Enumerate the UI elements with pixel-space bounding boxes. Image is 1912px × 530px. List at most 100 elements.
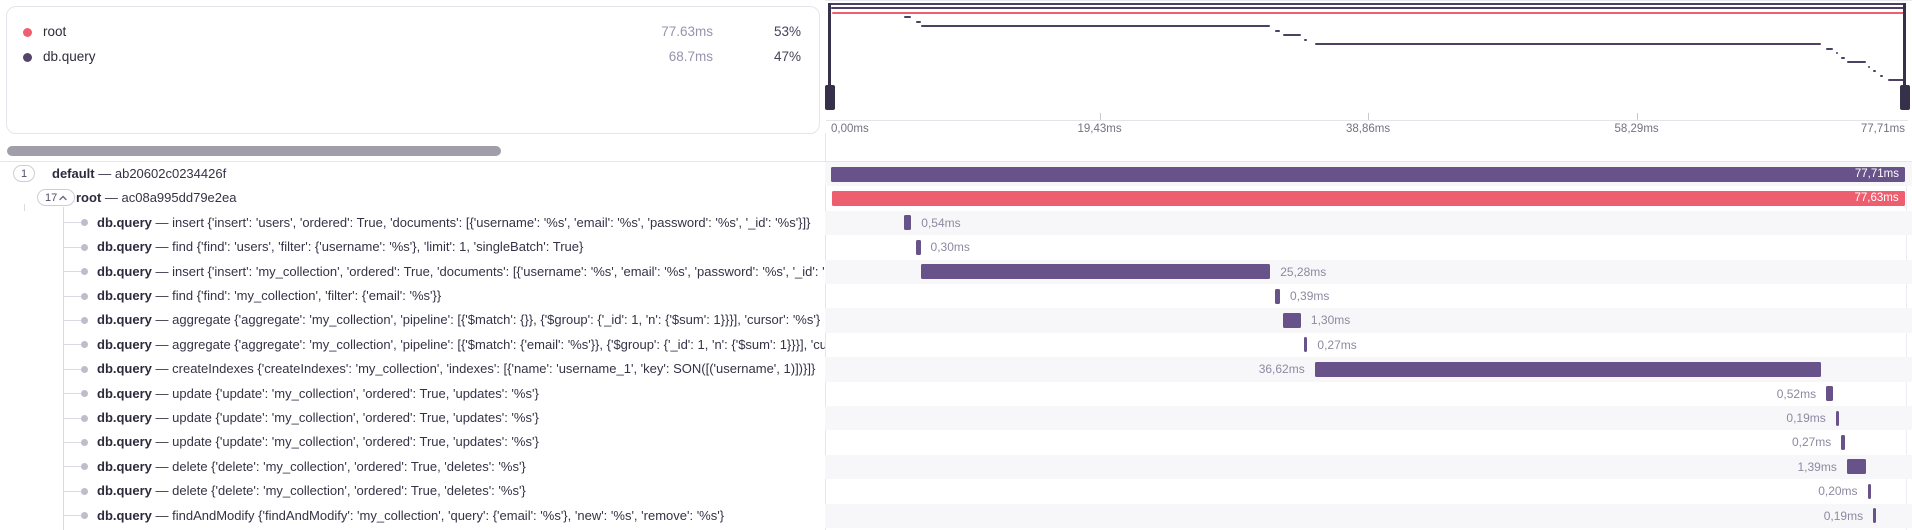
table-row[interactable]: 0,39ms db.query — find {'find': 'my_colle…	[0, 284, 1912, 308]
waterfall-bar[interactable]	[1867, 483, 1871, 499]
table-row[interactable]: 1,39ms db.query — delete {'delete': 'my_c…	[0, 454, 1912, 480]
waterfall-row: 0,20ms	[825, 479, 1912, 503]
waterfall-bar[interactable]	[903, 215, 912, 231]
waterfall-bar[interactable]	[1846, 459, 1867, 475]
children-count-badge[interactable]: 1	[13, 165, 36, 182]
waterfall-row: 0,27ms	[825, 430, 1912, 454]
table-row[interactable]: 25,28ms db.query — insert {'insert': 'my_…	[0, 259, 1912, 284]
waterfall-bar[interactable]: 77,71ms	[831, 166, 1905, 182]
table-row[interactable]: 0,27ms db.query — aggregate {'aggregate':…	[0, 333, 1912, 357]
brush-right-grip-icon[interactable]	[1899, 85, 1910, 110]
span-bullet-icon	[81, 341, 88, 349]
legend-item-label: db.query	[43, 49, 96, 64]
span-name: db.query	[97, 458, 152, 474]
tree-connector-line	[63, 442, 81, 444]
tree-connector-line	[63, 222, 81, 224]
span-bullet-icon	[81, 414, 88, 422]
duration-label: 25,28ms	[1280, 264, 1327, 279]
tree-connector-line	[24, 204, 38, 211]
chevron-up-icon	[59, 195, 67, 201]
waterfall-bar[interactable]	[1841, 434, 1845, 450]
table-row[interactable]: 36,62ms db.query — createIndexes {'create…	[0, 357, 1912, 382]
minimap-span-line	[903, 16, 912, 18]
span-detail: findAndModify {'findAndModify': 'my_coll…	[172, 507, 725, 523]
span-tree-cell: db.query — delete {'delete': 'my_collect…	[0, 479, 825, 503]
span-detail: createIndexes {'createIndexes': 'my_coll…	[172, 361, 816, 377]
duration-label: 1,30ms	[1310, 313, 1351, 328]
waterfall-row: 1,30ms	[825, 308, 1912, 333]
table-row[interactable]: 0,27ms db.query — update {'update': 'my_c…	[0, 430, 1912, 454]
waterfall-row: 25,28ms	[825, 259, 1912, 284]
waterfall-bar[interactable]	[920, 264, 1271, 280]
span-bullet-icon	[81, 365, 88, 373]
span-name: default	[52, 166, 95, 181]
waterfall-row: 36,62ms	[825, 357, 1912, 382]
minimap-span-line	[1867, 65, 1871, 68]
span-detail: insert {'insert': 'users', 'ordered': Tr…	[172, 214, 811, 230]
span-tree-cell: 1 default — ab20602c0234426f	[0, 162, 825, 186]
table-row[interactable]: 77,71ms 1 default — ab20602c0234426f	[0, 162, 1912, 187]
span-tree-cell: db.query — insert {'insert': 'my_collect…	[0, 260, 825, 284]
timeline-minimap[interactable]	[824, 0, 1912, 113]
span-title: db.query — find {'find': 'users', 'filte…	[97, 239, 584, 255]
waterfall-bar[interactable]	[1873, 508, 1877, 524]
table-row[interactable]: 77,63ms 17 root — ac08a995dd79e2ea	[0, 186, 1912, 211]
waterfall-bar[interactable]	[1282, 312, 1301, 328]
axis-tick-label: 0,00ms	[831, 123, 869, 135]
table-row[interactable]: 1,30ms db.query — aggregate {'aggregate':…	[0, 308, 1912, 333]
minimap-span-line	[1274, 29, 1281, 32]
axis-tick-label: 19,43ms	[1077, 123, 1122, 135]
waterfall-bar[interactable]	[1274, 288, 1281, 304]
span-detail: aggregate {'aggregate': 'my_collection',…	[172, 312, 821, 328]
waterfall-bar[interactable]	[916, 239, 921, 255]
legend-item-duration: 77.63ms	[661, 24, 713, 39]
table-row[interactable]: 0,19ms db.query — findAndModify {'findAnd…	[0, 503, 1912, 528]
duration-label: 77,63ms	[1854, 192, 1899, 205]
table-row[interactable]: 0,54ms db.query — insert {'insert': 'user…	[0, 210, 1912, 236]
waterfall-bar[interactable]	[1826, 386, 1834, 402]
span-name: db.query	[97, 214, 152, 230]
waterfall-row: 77,71ms	[825, 162, 1912, 187]
waterfall-row: 1,39ms	[825, 454, 1912, 480]
duration-label: 0,30ms	[930, 240, 970, 255]
waterfall-bar[interactable]	[1303, 337, 1308, 353]
duration-label: 0,52ms	[1776, 386, 1817, 401]
horizontal-scrollbar-thumb[interactable]	[7, 146, 501, 156]
span-bullet-icon	[81, 316, 88, 324]
waterfall-row: 0,52ms	[825, 382, 1912, 406]
span-title: db.query — aggregate {'aggregate': 'my_c…	[97, 312, 821, 328]
waterfall-bar[interactable]	[1835, 410, 1839, 426]
table-row[interactable]: 0,20ms db.query — delete {'delete': 'my_c…	[0, 479, 1912, 503]
minimap-span-line	[1888, 79, 1905, 81]
brush-right-handle[interactable]	[1903, 3, 1906, 91]
minimap-span-line	[1282, 34, 1301, 36]
table-row[interactable]: 0,19ms db.query — update {'update': 'my_c…	[0, 406, 1912, 431]
table-row[interactable]: 0,30ms db.query — find {'find': 'users', …	[0, 235, 1912, 259]
legend-item-percent: 47%	[773, 49, 801, 64]
span-name: db.query	[97, 434, 152, 450]
minimap-span-line	[831, 11, 1905, 14]
tree-connector-line	[63, 417, 81, 419]
brush-left-grip-icon[interactable]	[824, 85, 835, 110]
span-tree-cell: db.query — update {'update': 'my_collect…	[0, 382, 825, 406]
tree-trunk-line	[63, 207, 64, 530]
span-bullet-icon	[81, 268, 88, 276]
span-detail: find {'find': 'users', 'filter': {'usern…	[172, 239, 584, 255]
waterfall-bar[interactable]: 77,63ms	[831, 190, 1905, 206]
tree-connector-line	[63, 320, 81, 322]
span-bullet-icon	[81, 438, 88, 446]
children-count-badge[interactable]: 17	[37, 189, 76, 207]
minimap-span-line	[1841, 56, 1845, 59]
span-rows: 77,71ms 1 default — ab20602c0234426f 77,63m…	[0, 162, 1912, 530]
minimap-span-line	[1879, 74, 1884, 77]
section-divider	[0, 161, 1912, 162]
span-tree-cell: db.query — aggregate {'aggregate': 'my_c…	[0, 333, 825, 357]
table-row[interactable]: 0,52ms db.query — update {'update': 'my_c…	[0, 382, 1912, 406]
legend-item-root[interactable]: root 77.63ms 53%	[7, 19, 819, 45]
waterfall-bar[interactable]	[1314, 361, 1821, 377]
span-detail: delete {'delete': 'my_collection', 'orde…	[172, 483, 526, 499]
span-bullet-icon	[81, 487, 88, 495]
legend-item-db.query[interactable]: db.query 68.7ms 47%	[7, 44, 819, 70]
brush-left-handle[interactable]	[828, 3, 831, 91]
waterfall-row: 0,30ms	[825, 235, 1912, 259]
